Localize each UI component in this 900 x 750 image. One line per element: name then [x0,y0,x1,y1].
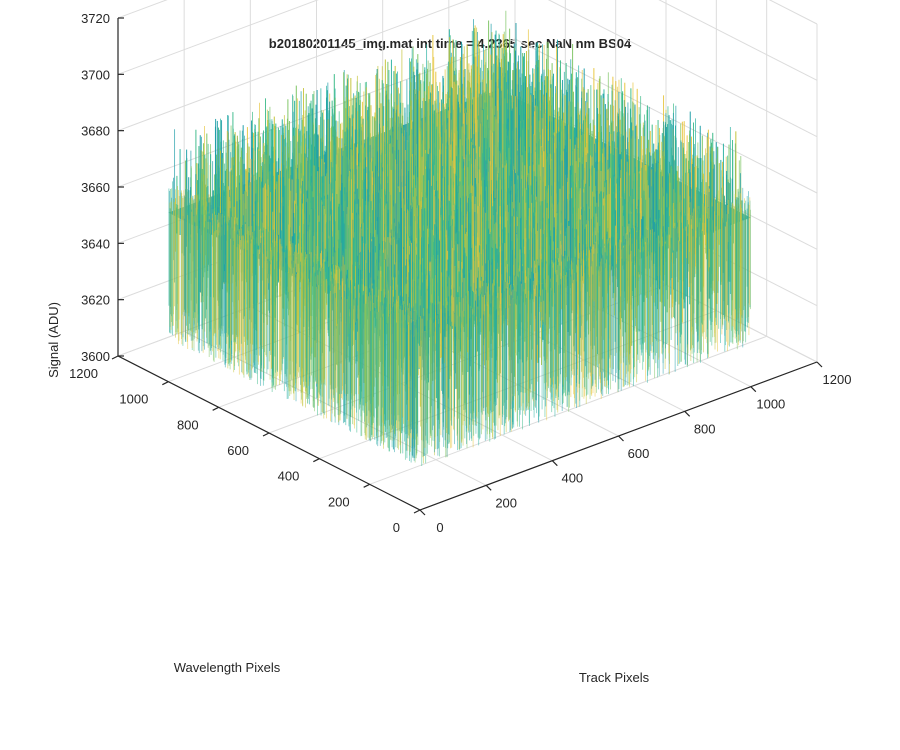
y-tick-label: 1000 [119,392,148,407]
z-tick-label: 3680 [81,124,110,139]
x-tick-label: 1200 [823,372,852,387]
x-tick-label: 200 [495,495,517,510]
z-tick-label: 3720 [81,11,110,26]
y-tick-label: 400 [278,469,300,484]
axes [111,17,823,516]
z-tick-label: 3700 [81,67,110,82]
y-tick-label: 0 [393,520,400,535]
x-tick-label: 800 [694,421,716,436]
y-axis-label: Wavelength Pixels [174,660,281,675]
z-axis-label: Signal (ADU) [46,302,61,378]
x-axis-label: Track Pixels [579,670,650,685]
z-tick-label: 3600 [81,349,110,364]
y-tick-label: 600 [227,443,249,458]
z-tick-label: 3620 [81,293,110,308]
z-tick-label: 3660 [81,180,110,195]
z-tick-label: 3640 [81,236,110,251]
surface-plot [168,10,751,466]
y-tick-label: 200 [328,494,350,509]
x-tick-label: 1000 [756,397,785,412]
x-tick-label: 0 [436,520,443,535]
x-tick-label: 600 [628,446,650,461]
tick-labels: 0 200 400 600 800 1000 1200 0 200 400 600 800 1000 12… [69,11,851,535]
x-tick-label: 400 [561,471,583,486]
y-tick-label: 1200 [69,366,98,381]
y-tick-label: 800 [177,417,199,432]
